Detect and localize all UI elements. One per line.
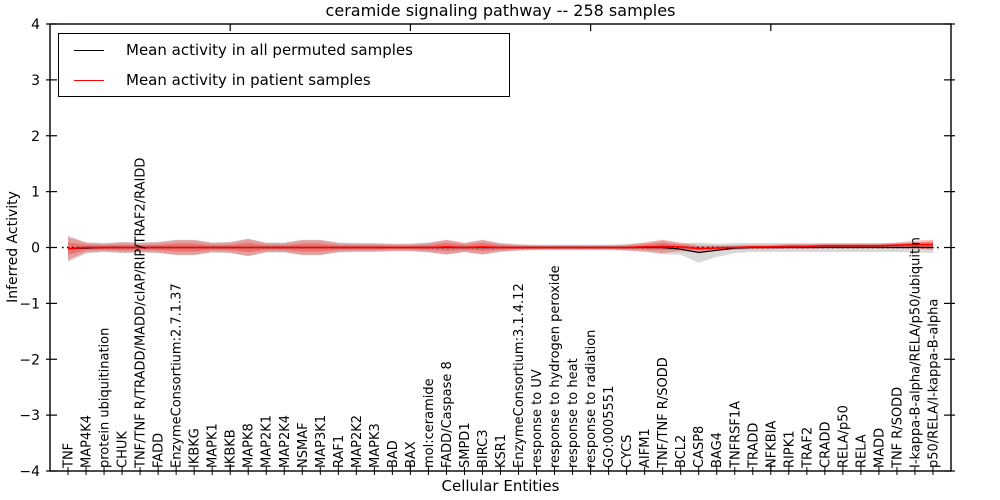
entity-label: mol:ceramide	[422, 378, 437, 468]
entity-label: TNFRSF1A	[728, 401, 743, 469]
entity-label: GO:0005551	[602, 386, 617, 468]
y-tick-label: 4	[31, 17, 40, 33]
patient-std-band-inner	[68, 241, 933, 255]
entity-label: response to radiation	[584, 330, 599, 468]
y-tick-label: 0	[31, 241, 40, 257]
entity-label: MAPK3	[368, 423, 383, 468]
entity-label: MADD	[872, 428, 887, 468]
entity-label: MAP3K1	[314, 415, 329, 468]
y-axis-label: Inferred Activity	[5, 191, 21, 303]
entity-label: BAX	[404, 441, 419, 468]
entity-label: CYCS	[620, 435, 635, 468]
entity-label: CHUK	[116, 431, 131, 468]
entity-label: response to UV	[530, 369, 545, 468]
entity-label: RELA	[854, 434, 869, 468]
entity-label: MAP2K2	[350, 415, 365, 468]
entity-label: FADD	[152, 433, 167, 468]
entity-label: SMPD1	[458, 422, 473, 468]
entity-label: TRAF2	[800, 427, 815, 469]
legend-label-permuted: Mean activity in all permuted samples	[126, 41, 413, 59]
y-tick-label: 3	[31, 73, 40, 89]
entity-label: MAPK1	[206, 423, 221, 468]
entity-label: CRADD	[818, 422, 833, 469]
legend-item-permuted: Mean activity in all permuted samples	[59, 35, 509, 65]
entity-label: CASP8	[692, 426, 707, 468]
entity-label: MAPK8	[242, 423, 257, 468]
entity-label: RELA/p50	[836, 405, 851, 468]
x-axis-label: Cellular Entities	[441, 477, 560, 495]
entity-label: TNF/TNF R/TRADD/MADD/cIAP/RIP/TRAF2/RAID…	[134, 158, 149, 469]
entity-label: BCL2	[674, 435, 689, 468]
entity-label: BIRC3	[476, 430, 491, 469]
y-tick-label: −2	[19, 352, 40, 368]
permuted-line-swatch	[74, 49, 104, 51]
legend-label-patient: Mean activity in patient samples	[126, 71, 371, 89]
entity-label: response to heat	[566, 358, 581, 468]
entity-label: MAP2K4	[278, 415, 293, 468]
entity-label: TNF	[62, 443, 77, 469]
entity-label: MAP4K4	[80, 415, 95, 468]
entity-label: protein ubiquitination	[98, 328, 113, 468]
entity-label: EnzymeConsortium:3.1.4.12	[512, 283, 527, 468]
entity-label: BAD	[386, 440, 401, 468]
entity-label: BAG4	[710, 432, 725, 468]
y-tick-label: −1	[19, 296, 40, 312]
entity-label: NFKBIA	[764, 421, 779, 468]
entity-label: AIFM1	[638, 428, 653, 468]
entity-label: TNF R/SODD	[890, 387, 905, 469]
chart-title: ceramide signaling pathway -- 258 sample…	[325, 1, 676, 20]
entity-label: MAP2K1	[260, 415, 275, 468]
patient-std-band-outer	[68, 237, 933, 260]
patient-line-swatch	[74, 79, 104, 81]
y-tick-label: 1	[31, 185, 40, 201]
entity-label: IKBKB	[224, 429, 239, 468]
entity-label: TRADD	[746, 423, 761, 469]
y-tick-label: 2	[31, 129, 40, 145]
entity-label: RIPK1	[782, 430, 797, 468]
entity-label: I-kappa-B-alpha/RELA/p50/ubiquitin	[909, 237, 924, 468]
entity-label: TNF/TNF R/SODD	[656, 357, 671, 469]
entity-label: IKBKG	[188, 428, 203, 468]
y-tick-label: −4	[19, 464, 40, 480]
entity-label: NSMAF	[296, 422, 311, 468]
patient-mean-line	[67, 243, 933, 250]
entity-label: KSR1	[494, 434, 509, 468]
entity-label: RAF1	[332, 435, 347, 468]
entity-label: p50/RELA/I-kappa-B-alpha	[927, 299, 942, 468]
y-tick-label: −3	[19, 408, 40, 424]
permuted-std-band	[68, 235, 933, 263]
plot-border	[49, 23, 952, 472]
legend: Mean activity in all permuted samples Me…	[58, 33, 510, 97]
entity-label: response to hydrogen peroxide	[548, 265, 563, 468]
entity-label: FADD/Caspase 8	[440, 361, 455, 468]
legend-item-patient: Mean activity in patient samples	[59, 65, 509, 95]
entity-label: EnzymeConsortium:2.7.1.37	[170, 283, 185, 468]
